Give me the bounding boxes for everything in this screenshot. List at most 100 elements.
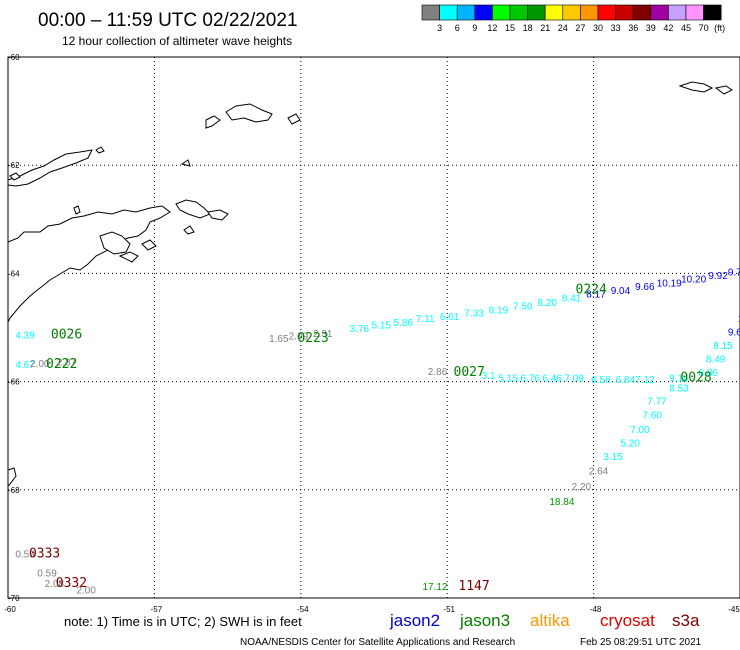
coastlines [7, 81, 733, 488]
colorbar-swatch [562, 4, 581, 21]
lat-tick-labels: -60 -62 -64 -66 -68 -70 [8, 53, 20, 603]
swh-value: 9.14 [669, 374, 689, 385]
footer-timestamp: Feb 25 08:29:51 UTC 2021 [580, 637, 702, 648]
colorbar-swatch [668, 4, 687, 21]
swh-value: 7.09 [564, 374, 584, 385]
swh-value: 18.84 [549, 497, 574, 508]
pass-time-label: 0224 [576, 282, 607, 297]
coast-peninsula [7, 205, 171, 323]
pass-time-label: 0028 [680, 371, 711, 386]
colorbar-swatch [650, 4, 669, 21]
lat-tick: -60 [8, 53, 20, 62]
swh-value: 9.04 [611, 286, 631, 297]
swh-value: 9.92 [708, 271, 728, 282]
swh-value: 7.60 [642, 410, 662, 421]
colorbar-label: 70 [699, 23, 709, 33]
swh-value: 3.1 [482, 371, 496, 382]
colorbar-label: 36 [628, 23, 638, 33]
swh-value: 17.12 [422, 582, 447, 593]
swh-value: 4.67 [15, 360, 35, 371]
swh-value: 7.33 [464, 309, 484, 320]
swh-value: 8.53 [669, 383, 689, 394]
satellite-legend-s3a: s3a [672, 611, 700, 630]
colorbar-swatch [439, 4, 458, 21]
colorbar-swatch [597, 4, 616, 21]
swh-value: 10.19 [657, 278, 682, 289]
swh-value: 5.20 [620, 439, 640, 450]
lat-tick: -66 [8, 378, 20, 387]
swh-value: 2.00 [76, 586, 96, 597]
colorbar-label: 18 [523, 23, 533, 33]
colorbar-swatch [509, 4, 528, 21]
swh-value: 6.76 [520, 374, 540, 385]
colorbar-swatch [527, 4, 546, 21]
coast-island-paulet [183, 225, 195, 235]
colorbar-label: 15 [505, 23, 515, 33]
swh-value: 6.56 [591, 375, 611, 386]
coast-island-small-1 [9, 172, 21, 181]
coast-island-jrs [99, 231, 131, 255]
swh-value: 9.70 [728, 268, 740, 279]
coast-island-snowhill [118, 251, 139, 263]
pass-time-label: 0333 [29, 546, 60, 561]
colorbar-label: 3 [437, 23, 442, 33]
satellite-legend-jason3: jason3 [459, 611, 510, 630]
satellite-legend-jason2: jason2 [389, 611, 440, 630]
coast-south-orkney-e [287, 113, 301, 125]
coast-left-edge-68 [7, 467, 17, 488]
swh-value: 8.17 [586, 290, 606, 301]
colorbar-label: 30 [593, 23, 603, 33]
footer-credit: NOAA/NESDIS Center for Satellite Applica… [240, 637, 515, 648]
coast-island-dundee [207, 209, 229, 221]
swh-value: 2.20 [572, 482, 592, 493]
lat-lon-grid [7, 56, 740, 599]
lon-tick: -51 [443, 605, 455, 614]
colorbar-label: 27 [575, 23, 585, 33]
pass-time-label: 0026 [51, 327, 82, 342]
satellite-legend-altika: altika [530, 611, 570, 630]
swh-value: 5.15 [498, 374, 518, 385]
swh-value: 3.15 [603, 452, 623, 463]
coast-south-sandwich-2 [714, 85, 733, 95]
lon-tick: -48 [590, 605, 602, 614]
pass-time-label: 0332 [56, 576, 87, 591]
coast-south-sandwich [678, 81, 714, 93]
colorbar-label: 12 [487, 23, 497, 33]
swh-value: 7.11 [416, 314, 435, 325]
swh-value: 2.87 [57, 357, 77, 368]
swh-value: 7.12 [635, 375, 655, 386]
swh-value: 8.41 [562, 294, 582, 305]
swh-value: 2.31 [313, 329, 333, 340]
colorbar-swatch [632, 4, 652, 21]
coast-island-small-2 [95, 146, 105, 154]
pass-time-label: 0222 [46, 357, 77, 372]
pass-time-label: 0027 [454, 365, 485, 380]
map-frame [7, 56, 740, 599]
footer-note: note: 1) Time is in UTC; 2) SWH is in fe… [64, 614, 302, 629]
colorbar-unit: (ft) [714, 23, 725, 33]
coast-island-tiny-2 [180, 159, 191, 167]
swh-value: 2.09 [289, 331, 309, 342]
colorbar-swatch [456, 4, 476, 21]
swh-value: 6.84 [616, 375, 636, 386]
swh-value: 1.65 [269, 334, 289, 345]
swh-value: 5.15 [372, 321, 392, 332]
swh-value: 8.49 [706, 355, 726, 366]
colorbar-swatch [580, 4, 599, 21]
colorbar-label: 42 [663, 23, 673, 33]
lat-tick: -68 [8, 486, 20, 495]
swh-value: 2.64 [589, 467, 609, 478]
swh-value: 2.08 [45, 579, 65, 590]
coast-island-tiny-1 [73, 205, 81, 215]
swh-value: 4.39 [15, 330, 35, 341]
satellite-legend-cryosat: cryosat [600, 611, 655, 630]
swh-value: 10.20 [681, 275, 706, 286]
colorbar-swatch [615, 4, 634, 21]
swh-value: 6.61 [440, 312, 460, 323]
lat-tick: -62 [8, 161, 20, 170]
lon-tick: -45 [728, 605, 740, 614]
satellite-legend: jason2 jason3 altika cryosat s3a [389, 611, 700, 630]
swh-value: 8.15 [713, 341, 733, 352]
colorbar-label: 6 [455, 23, 460, 33]
